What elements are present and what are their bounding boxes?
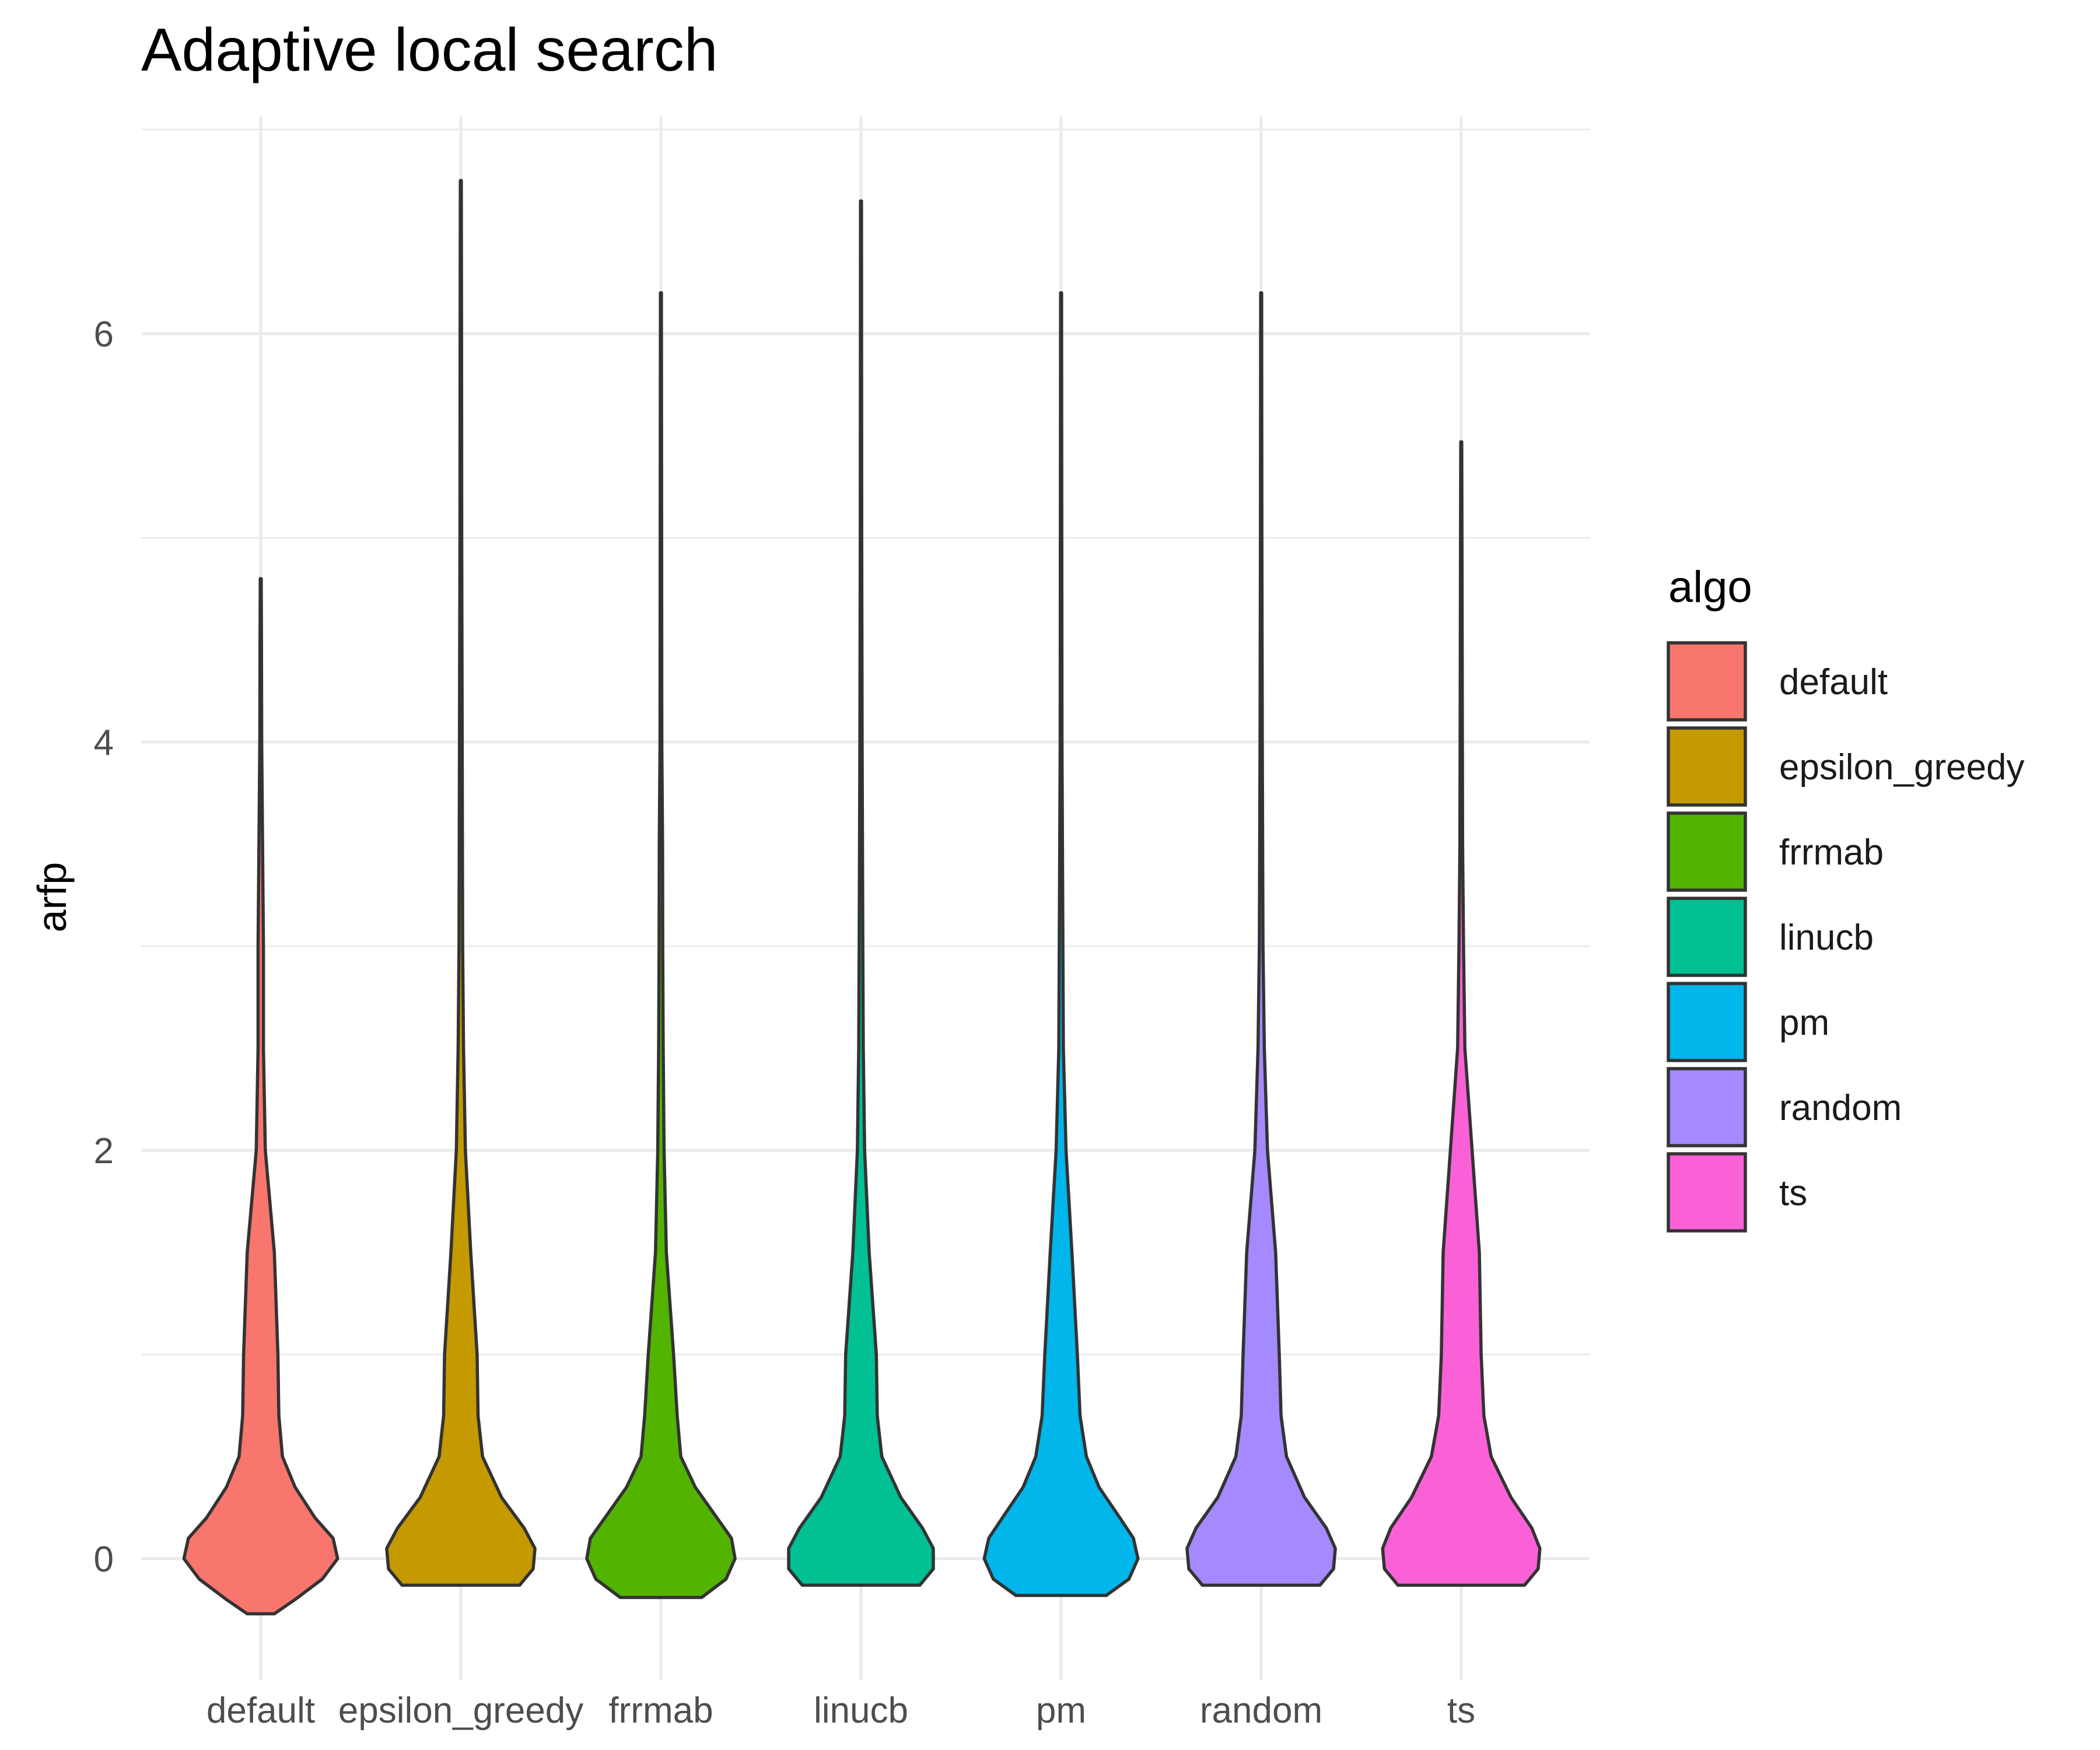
- legend-key-default: [1667, 641, 1747, 722]
- legend-key-pm: [1667, 982, 1747, 1062]
- violins: [182, 178, 1542, 1616]
- legend-label-frrmab: frrmab: [1779, 832, 1884, 873]
- x-tick-label: linucb: [814, 1690, 908, 1731]
- legend-key-linucb: [1667, 897, 1747, 977]
- violin-frrmab: [585, 291, 737, 1600]
- violin-ts: [1381, 440, 1542, 1587]
- violin-pm: [982, 291, 1140, 1597]
- legend-label-ts: ts: [1779, 1173, 1807, 1213]
- y-axis-ticks: 0 2 4 6: [94, 314, 114, 1580]
- x-tick-label: default: [206, 1690, 315, 1731]
- x-axis-ticks: default epsilon_greedy frrmab linucb pm rando…: [206, 1690, 1475, 1731]
- x-tick-label: epsilon_greedy: [338, 1690, 584, 1731]
- x-tick-label: pm: [1036, 1690, 1086, 1731]
- legend-key-ts: [1667, 1152, 1747, 1233]
- violin-linucb: [787, 199, 935, 1587]
- legend-key-frrmab: [1667, 811, 1747, 892]
- y-tick-label: 4: [94, 723, 114, 763]
- legend-label-linucb: linucb: [1779, 918, 1874, 958]
- y-tick-label: 6: [94, 314, 114, 355]
- violin-random: [1185, 291, 1337, 1587]
- legend-label-pm: pm: [1779, 1003, 1829, 1043]
- violin-default: [182, 577, 340, 1616]
- legend-key-random: [1667, 1067, 1747, 1147]
- legend-label-epsilon_greedy: epsilon_greedy: [1779, 747, 2025, 788]
- legend-key-epsilon_greedy: [1667, 726, 1747, 807]
- y-tick-label: 0: [94, 1539, 114, 1580]
- violin-epsilon_greedy: [385, 178, 537, 1587]
- legend-label-default: default: [1779, 662, 1888, 702]
- legend-label-random: random: [1779, 1088, 1902, 1128]
- chart-title: Adaptive local search: [141, 16, 718, 84]
- y-tick-label: 2: [94, 1131, 114, 1171]
- x-tick-label: random: [1200, 1690, 1322, 1731]
- x-tick-label: ts: [1447, 1690, 1475, 1731]
- x-tick-label: frrmab: [608, 1690, 713, 1731]
- y-axis-title: arfp: [29, 862, 75, 933]
- legend-title: algo: [1668, 562, 1752, 612]
